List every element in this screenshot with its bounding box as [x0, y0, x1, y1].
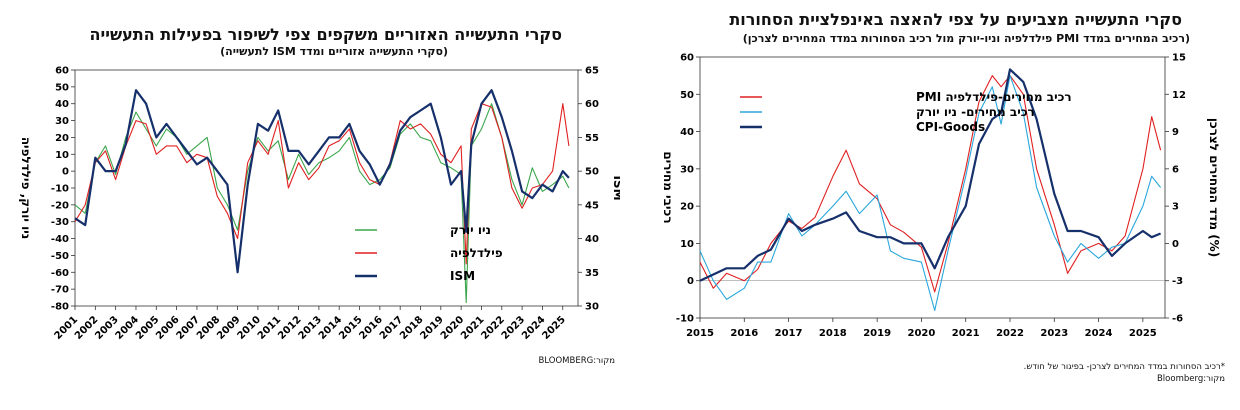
y2-tick-label: 3 — [1172, 202, 1179, 213]
y2-tick-label: 35 — [585, 268, 599, 279]
y2-tick-label: 15 — [1172, 53, 1186, 64]
left-chart-panel: סקרי התעשייה האזוריים משקפים צפי לשיפור … — [19, 25, 620, 366]
left-chart-source: מקור:BLOOMBERG — [538, 356, 615, 366]
y2-tick-label: 0 — [1172, 239, 1179, 250]
right-chart-subtitle: (רכיב המחירים במדד PMI פילדלפיה וניו-יור… — [742, 32, 1190, 45]
y-tick-label: -10 — [51, 184, 69, 195]
legend-label: ניו יורק — [450, 223, 491, 237]
y-tick-label: 10 — [680, 239, 694, 250]
legend-label: רכיב מחירים- ניו יורק — [916, 105, 1035, 119]
y2-tick-label: 55 — [585, 133, 599, 144]
plot-frame — [699, 56, 1166, 319]
right-chart-title: סקרי התעשייה מצביעים על צפי להאצה באינפל… — [729, 10, 1182, 29]
y2-axis-title: מדד המחירים לצרכן (%) — [1207, 118, 1221, 257]
x-tick-label: 2016 — [730, 328, 758, 339]
x-tick-label: 2025 — [540, 314, 567, 341]
y-tick-label: 10 — [55, 150, 69, 161]
series-line-0 — [74, 103, 570, 304]
y-tick-label: -80 — [51, 302, 69, 313]
y-axis-title: רכיבי מחירים — [661, 151, 675, 223]
y-tick-label: 0 — [62, 167, 69, 178]
x-tick-label: 2024 — [1085, 328, 1113, 339]
y-tick-label: 40 — [680, 127, 694, 138]
y-axis-title: ניו יורק, פילדלפיה — [19, 137, 33, 239]
plot-frame — [74, 69, 579, 307]
y-tick-label: 40 — [55, 99, 69, 110]
series-line-1 — [74, 103, 570, 265]
y-tick-label: -30 — [51, 217, 69, 228]
y2-tick-label: 60 — [585, 99, 599, 110]
y2-tick-label: 9 — [1172, 127, 1179, 138]
x-tick-label: 2020 — [908, 328, 936, 339]
x-tick-label: 2017 — [775, 328, 803, 339]
y2-axis-title: ISM — [611, 175, 620, 200]
x-tick-label: 2025 — [1129, 328, 1157, 339]
y-tick-label: 20 — [680, 202, 694, 213]
series-line-2 — [74, 89, 570, 274]
y2-tick-label: -3 — [1172, 276, 1183, 287]
x-tick-label: 2015 — [686, 328, 714, 339]
x-tick-label: 2022 — [996, 328, 1024, 339]
x-tick-label: 2023 — [1040, 328, 1068, 339]
left-chart-subtitle: (סקרי התעשייה אזוריים ומדד ISM לתעשייה) — [220, 45, 448, 58]
right-chart-panel: סקרי התעשייה מצביעים על צפי להאצה באינפל… — [620, 0, 1240, 410]
y2-tick-label: 50 — [585, 167, 599, 178]
y-tick-label: 30 — [55, 116, 69, 127]
y-tick-label: -40 — [51, 234, 69, 245]
left-chart-title: סקרי התעשייה האזוריים משקפים צפי לשיפור … — [89, 25, 562, 44]
y-tick-label: -20 — [51, 200, 69, 211]
x-tick-label: 2021 — [952, 328, 980, 339]
y2-tick-label: 45 — [585, 200, 599, 211]
right-chart-footnote: *רכיב הסחורות במדד המחירים לצרכן- בפיגור… — [1023, 362, 1225, 372]
series-line-2 — [699, 68, 1162, 282]
y-tick-label: -50 — [51, 251, 69, 262]
y-tick-label: -70 — [51, 285, 69, 296]
y-tick-label: -10 — [676, 314, 694, 325]
legend-label: ISM — [450, 269, 475, 283]
y2-tick-label: 12 — [1172, 90, 1186, 101]
legend-label: פילדלפיה — [450, 246, 503, 260]
y2-tick-label: 65 — [585, 66, 599, 77]
series-line-1 — [699, 75, 1162, 312]
y-tick-label: 30 — [680, 164, 694, 175]
y-tick-label: 60 — [680, 53, 694, 64]
legend-label: רכיב מחירים-פילדלפיה PMI — [916, 90, 1072, 104]
y2-tick-label: 40 — [585, 234, 599, 245]
legend-label: CPI-Goods — [916, 120, 985, 134]
y-tick-label: 60 — [55, 66, 69, 77]
y-tick-label: 50 — [680, 90, 694, 101]
y2-tick-label: 6 — [1172, 164, 1179, 175]
y2-tick-label: 30 — [585, 302, 599, 313]
right-chart-source: מקור:Bloomberg — [1156, 374, 1225, 384]
y2-tick-label: -6 — [1172, 314, 1183, 325]
x-tick-label: 2019 — [863, 328, 891, 339]
y-tick-label: 20 — [55, 133, 69, 144]
x-tick-label: 2018 — [819, 328, 847, 339]
left-chart-svg: 60 50 40 30 20 10 0 -10 -20 -30 -40 -50 -60 -70 -80 65 6… — [19, 66, 620, 342]
y-tick-label: -60 — [51, 268, 69, 279]
y-tick-label: 50 — [55, 82, 69, 93]
y-tick-label: 0 — [687, 276, 694, 287]
